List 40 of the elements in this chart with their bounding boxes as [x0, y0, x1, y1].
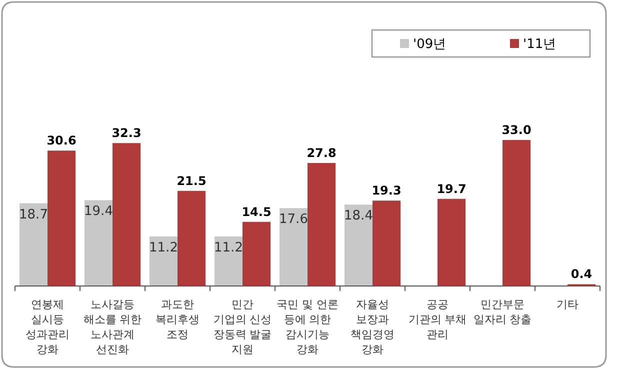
x-tick-label: 연봉제 실시등 성과관리 강화 [26, 298, 70, 356]
x-tick-label: 자율성 보장과 책임경영 강화 [350, 298, 394, 356]
data-label: 18.7 [19, 207, 48, 222]
x-tick-label: 공공 기관의 부채 관리 [408, 298, 467, 341]
bar [280, 208, 308, 286]
bar [48, 150, 76, 286]
x-tick-label: 국민 및 언론 등에 의한 감시기능 강화 [276, 298, 338, 356]
bar [20, 203, 48, 286]
data-label: 11.2 [149, 240, 178, 256]
data-label: 21.5 [176, 174, 206, 188]
data-label: 0.4 [570, 267, 592, 282]
x-tick-label: 민간 기업의 신성 장동력 발굴 지원 [213, 298, 272, 356]
x-tick-label: 노사갈등 해소를 위한 노사관계 선진화 [83, 298, 142, 356]
data-label: 30.6 [46, 134, 76, 148]
data-label: 19.3 [372, 184, 402, 198]
data-label: 27.8 [306, 146, 336, 160]
data-label: 17.6 [279, 212, 308, 228]
data-label: 19.7 [436, 182, 466, 196]
x-tick-label: 민간부문 일자리 창출 [473, 298, 532, 326]
x-tick-label: 과도한 복리후생 조정 [156, 298, 200, 341]
bar [372, 200, 400, 286]
bar [214, 236, 242, 286]
data-label: 18.4 [344, 208, 373, 224]
data-label: 32.3 [112, 126, 142, 140]
bar [344, 204, 372, 286]
legend-label: '11년 [523, 37, 556, 52]
bar [308, 163, 336, 286]
bar [150, 236, 178, 286]
bar [178, 190, 206, 286]
bar [84, 200, 112, 286]
data-label: 33.0 [502, 123, 532, 137]
data-label: 14.5 [242, 204, 272, 219]
bar [242, 222, 270, 286]
data-label: 19.4 [84, 204, 113, 220]
legend-label: '09년 [413, 37, 446, 52]
bar [502, 140, 530, 286]
data-label: 11.2 [214, 240, 243, 256]
bar [112, 143, 140, 286]
x-tick-label: 기타 [556, 298, 578, 311]
bar [438, 198, 466, 286]
